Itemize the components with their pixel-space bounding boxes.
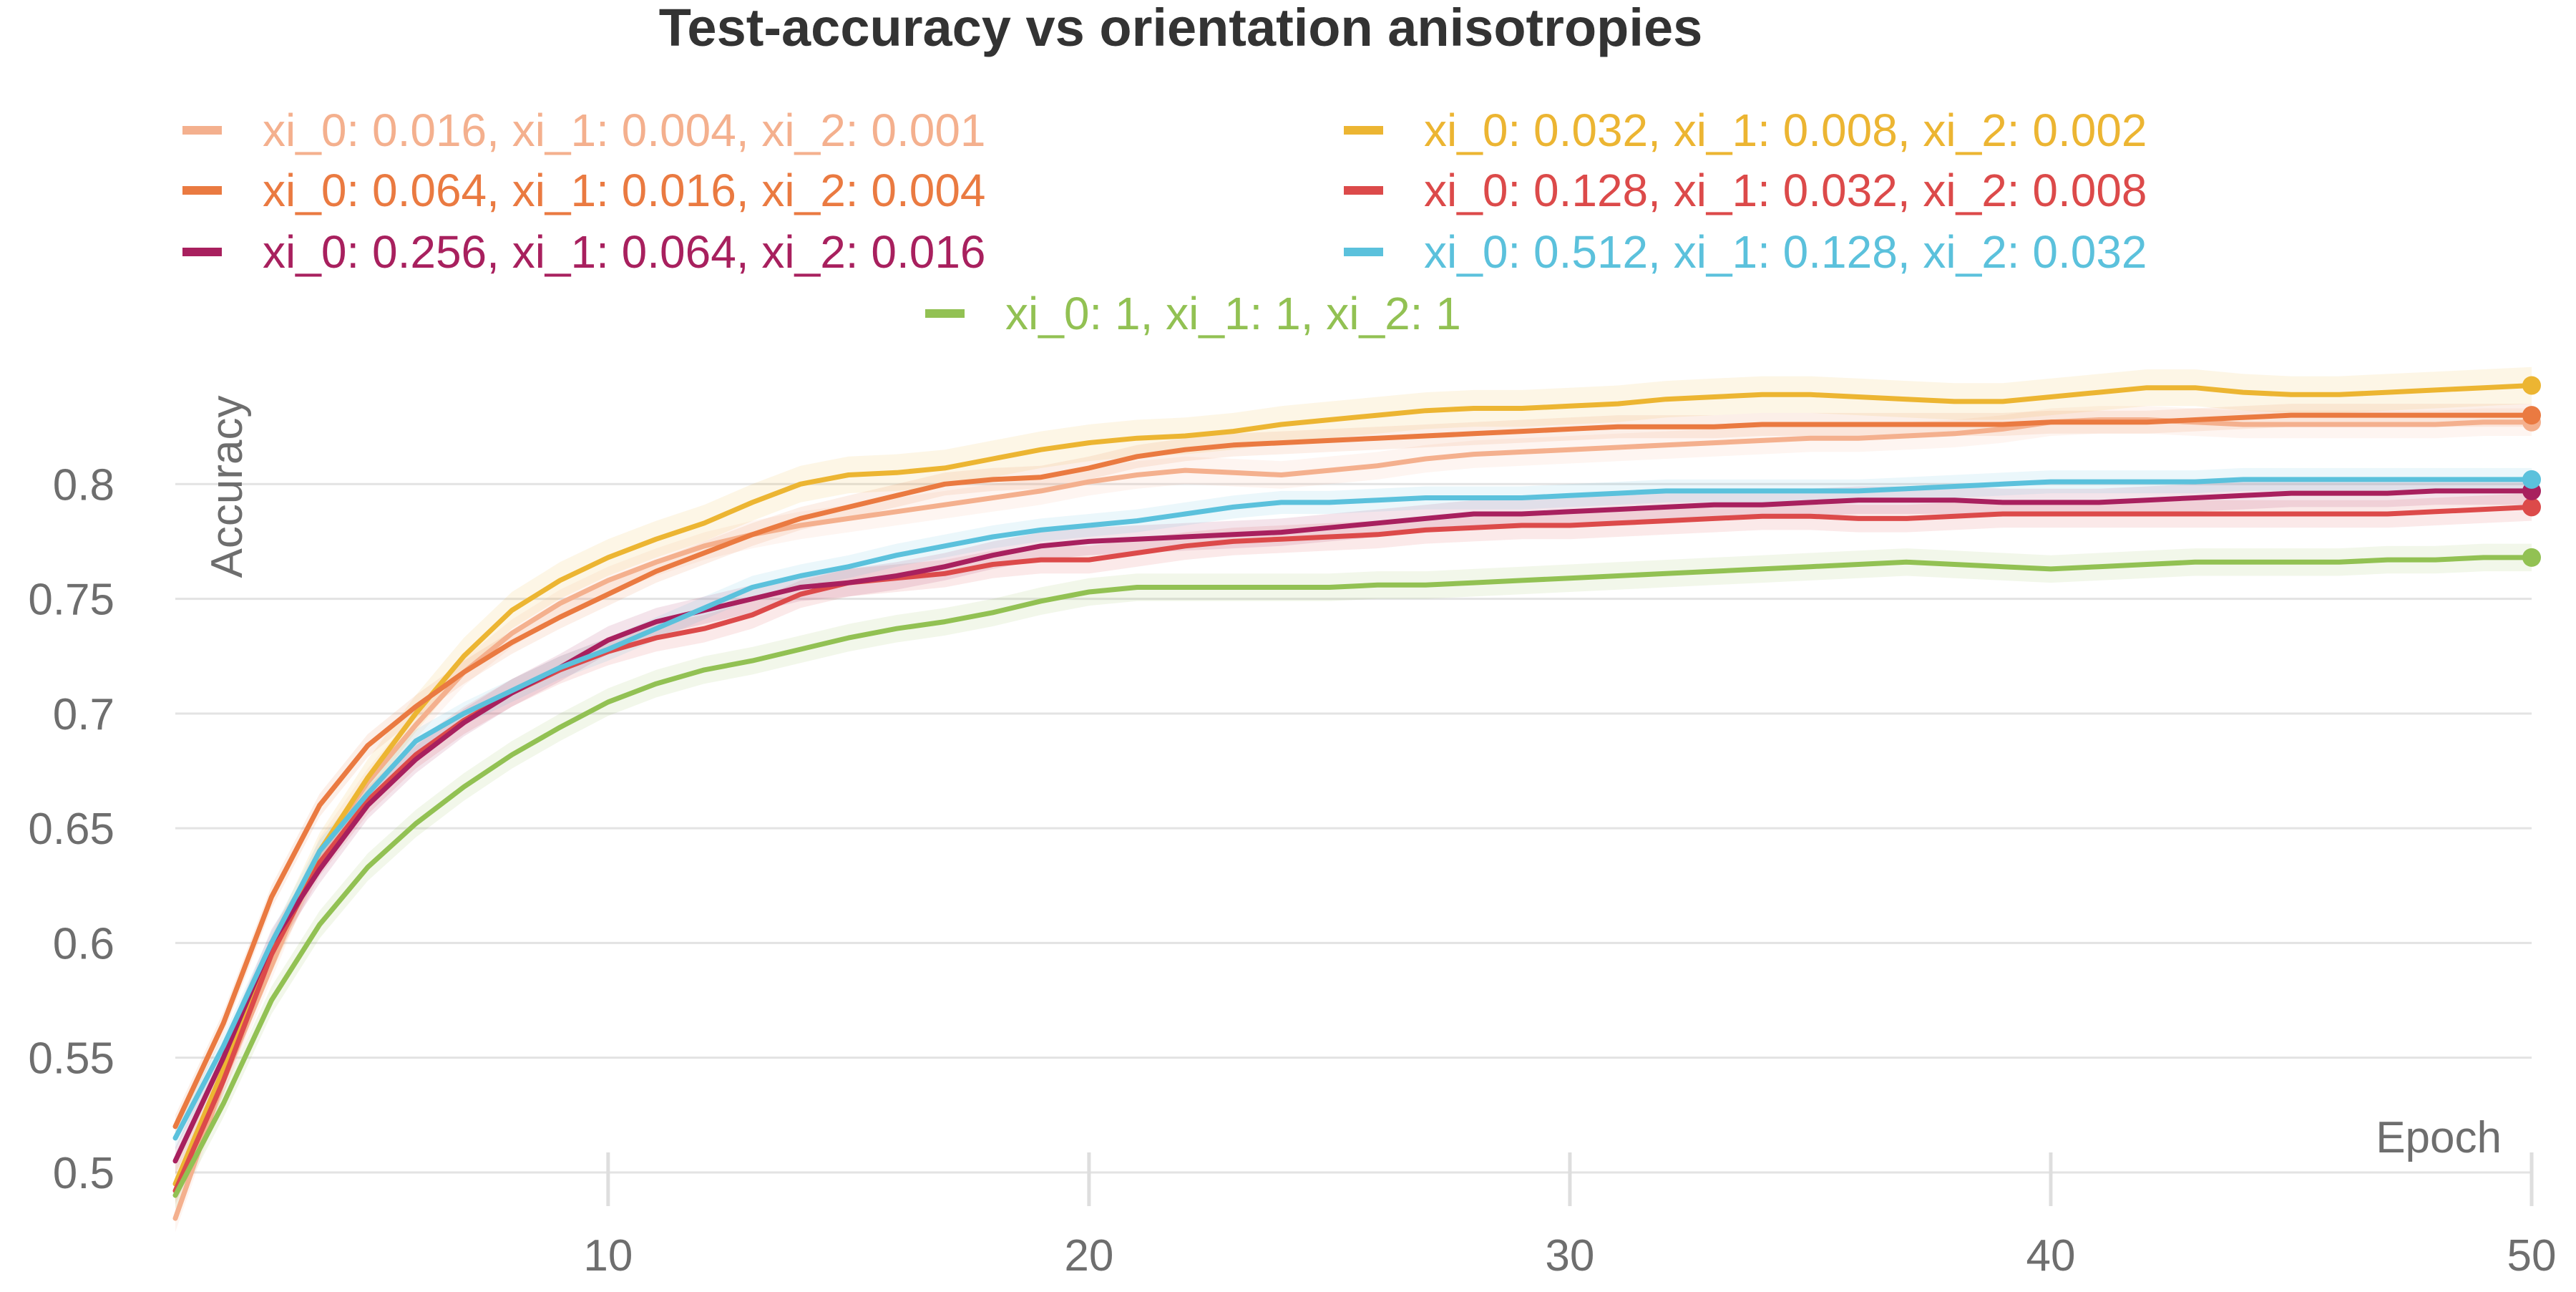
y-tick-label: 0.55 (28, 1034, 114, 1084)
series-endpoint (2522, 470, 2541, 489)
legend-label: xi_0: 1, xi_1: 1, xi_2: 1 (1005, 288, 1461, 339)
series-line (172, 555, 2534, 1198)
y-tick-label: 0.7 (53, 690, 114, 739)
y-tick-label: 0.5 (53, 1149, 114, 1198)
y-axis: 0.5 0.55 0.6 0.65 0.7 0.75 0.8 (28, 460, 114, 1198)
x-axis: 10 20 30 40 50 (583, 1152, 2556, 1281)
y-tick-label: 0.6 (53, 919, 114, 968)
legend-item: xi_0: 0.032, xi_1: 0.008, xi_2: 0.002 (1344, 105, 2147, 156)
series-lines (172, 383, 2534, 1221)
legend-label: xi_0: 0.016, xi_1: 0.004, xi_2: 0.001 (263, 105, 986, 156)
series-line (172, 412, 2534, 1130)
legend-label: xi_0: 0.512, xi_1: 0.128, xi_2: 0.032 (1424, 226, 2147, 278)
series-line (172, 477, 2534, 1141)
y-tick-label: 0.75 (28, 575, 114, 625)
legend-item: xi_0: 0.512, xi_1: 0.128, xi_2: 0.032 (1344, 226, 2147, 278)
legend-item: xi_0: 0.064, xi_1: 0.016, xi_2: 0.004 (182, 165, 986, 216)
legend-item: xi_0: 0.016, xi_1: 0.004, xi_2: 0.001 (182, 105, 986, 156)
legend-label: xi_0: 0.064, xi_1: 0.016, xi_2: 0.004 (263, 165, 986, 216)
series-endpoint (2522, 548, 2541, 567)
x-tick-label: 30 (1545, 1231, 1594, 1281)
x-tick-label: 10 (583, 1231, 633, 1281)
x-tick-label: 20 (1064, 1231, 1113, 1281)
chart-title: Test-accuracy vs orientation anisotropie… (659, 0, 1703, 57)
series-endpoint (2522, 406, 2541, 425)
legend-label: xi_0: 0.128, xi_1: 0.032, xi_2: 0.008 (1424, 165, 2147, 216)
x-tick-label: 50 (2507, 1231, 2557, 1281)
y-tick-label: 0.8 (53, 460, 114, 510)
series-endpoint (2522, 497, 2541, 517)
series-endpoints (2522, 376, 2541, 567)
legend-item: xi_0: 0.256, xi_1: 0.064, xi_2: 0.016 (182, 226, 986, 278)
y-tick-label: 0.65 (28, 805, 114, 854)
series-endpoint (2522, 376, 2541, 395)
legend-item: xi_0: 0.128, xi_1: 0.032, xi_2: 0.008 (1344, 165, 2147, 216)
x-axis-label: Epoch (2376, 1113, 2502, 1162)
series-line (172, 383, 2534, 1187)
y-axis-label: Accuracy (203, 396, 252, 578)
x-tick-label: 40 (2026, 1231, 2075, 1281)
legend: xi_0: 0.016, xi_1: 0.004, xi_2: 0.001 xi_… (182, 105, 2147, 339)
legend-label: xi_0: 0.256, xi_1: 0.064, xi_2: 0.016 (263, 226, 986, 278)
legend-item: xi_0: 1, xi_1: 1, xi_2: 1 (925, 288, 1461, 339)
legend-label: xi_0: 0.032, xi_1: 0.008, xi_2: 0.002 (1424, 105, 2147, 156)
